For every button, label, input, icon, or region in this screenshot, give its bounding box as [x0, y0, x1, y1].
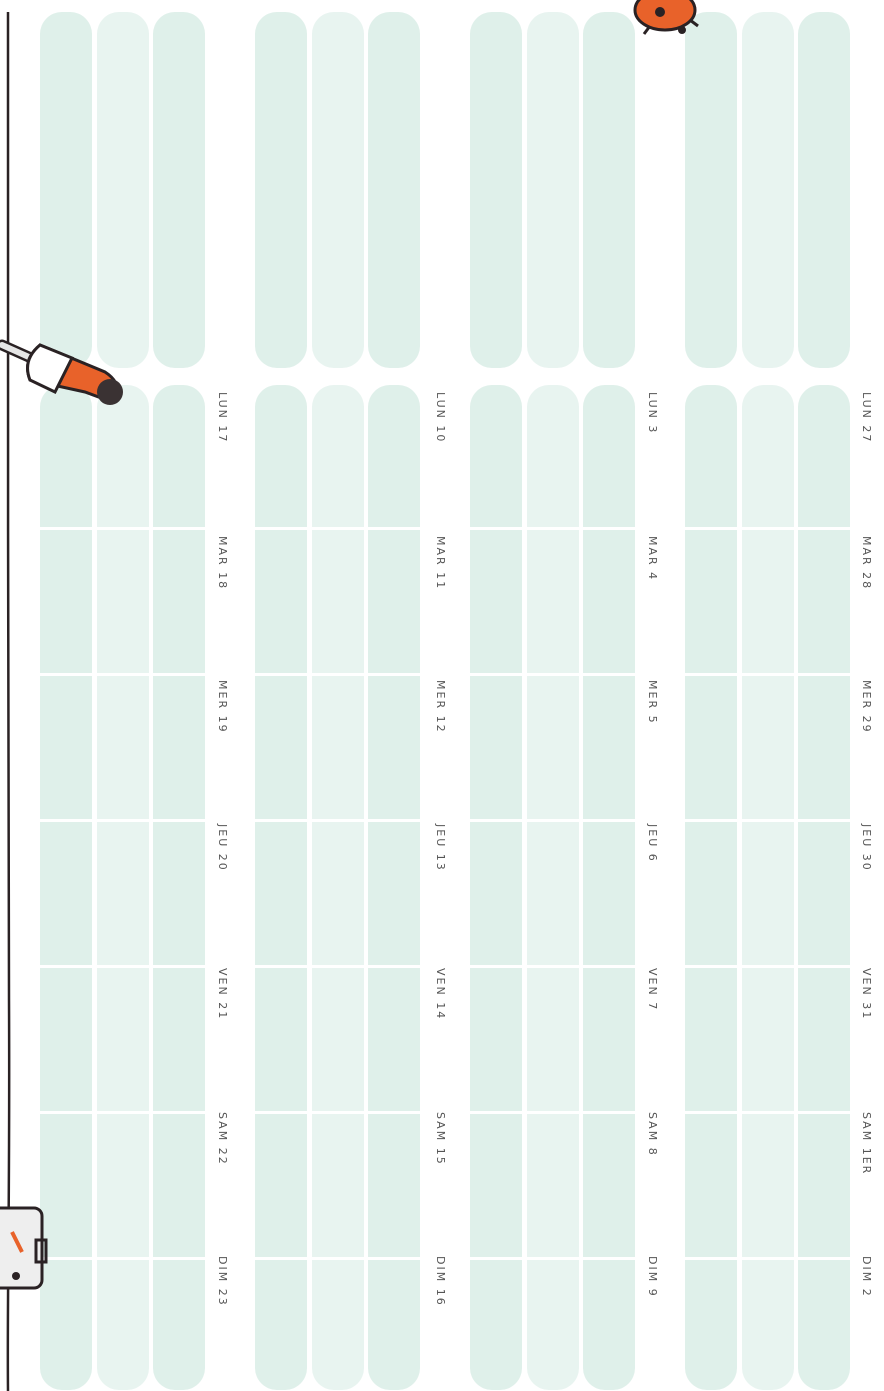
row-gap [466, 1257, 641, 1260]
row-gap [466, 819, 641, 822]
day-label: DIM 23 [216, 1256, 229, 1307]
day-strip [798, 385, 850, 1390]
header-strip [97, 12, 149, 368]
day-label: MER 12 [434, 680, 447, 734]
row-gap [681, 673, 856, 676]
day-label: LUN 17 [216, 392, 229, 443]
day-strip [742, 385, 794, 1390]
row-gap [251, 965, 426, 968]
day-label: DIM 9 [646, 1256, 659, 1298]
day-label: DIM 2 [860, 1256, 873, 1298]
row-gap [36, 819, 211, 822]
day-strip [583, 385, 635, 1390]
day-strip [97, 385, 149, 1390]
header-strip [368, 12, 420, 368]
day-label: MER 5 [646, 680, 659, 725]
day-label: JEU 30 [860, 823, 873, 872]
day-strip [255, 385, 307, 1390]
header-strip [255, 12, 307, 368]
day-label: SAM 1ER [860, 1112, 873, 1175]
day-strip [312, 385, 364, 1390]
day-label: MAR 18 [216, 536, 229, 590]
planner-page: LUN 17 MAR 18 MER 19 JEU 20 VEN 21 SAM 22 DIM … [0, 0, 884, 1391]
day-label: DIM 16 [434, 1256, 447, 1307]
row-gap [36, 527, 211, 530]
day-label: VEN 14 [434, 968, 447, 1020]
row-gap [36, 965, 211, 968]
header-strip [685, 12, 737, 368]
row-gap [681, 965, 856, 968]
row-gap [251, 1257, 426, 1260]
day-strip [153, 385, 205, 1390]
header-strip [153, 12, 205, 368]
day-label: MAR 11 [434, 536, 447, 590]
day-label: VEN 31 [860, 968, 873, 1020]
header-strip [798, 12, 850, 368]
day-label: LUN 27 [860, 392, 873, 443]
day-label: LUN 10 [434, 392, 447, 443]
header-strip [470, 12, 522, 368]
day-strip [470, 385, 522, 1390]
row-gap [251, 673, 426, 676]
header-strip [40, 12, 92, 368]
day-label: MAR 28 [860, 536, 873, 590]
row-gap [466, 965, 641, 968]
suitcase-icon [0, 1208, 46, 1288]
row-gap [466, 1111, 641, 1114]
row-gap [681, 527, 856, 530]
header-strip [583, 12, 635, 368]
row-gap [251, 1111, 426, 1114]
day-strip [40, 385, 92, 1390]
header-strip [742, 12, 794, 368]
header-strip [527, 12, 579, 368]
day-label: MAR 4 [646, 536, 659, 581]
day-label: JEU 6 [646, 823, 659, 863]
margin-line [8, 12, 9, 1391]
day-label: SAM 22 [216, 1112, 229, 1166]
day-label: SAM 15 [434, 1112, 447, 1166]
day-label: MER 29 [860, 680, 873, 734]
row-gap [251, 819, 426, 822]
header-strip [312, 12, 364, 368]
day-strip [368, 385, 420, 1390]
day-strip [527, 385, 579, 1390]
row-gap [466, 527, 641, 530]
row-gap [681, 819, 856, 822]
day-label: JEU 20 [216, 823, 229, 872]
day-label: MER 19 [216, 680, 229, 734]
day-label: SAM 8 [646, 1112, 659, 1157]
row-gap [681, 1257, 856, 1260]
row-gap [36, 673, 211, 676]
day-label: JEU 13 [434, 823, 447, 872]
row-gap [466, 673, 641, 676]
row-gap [681, 1111, 856, 1114]
day-label: VEN 7 [646, 968, 659, 1011]
day-label: LUN 3 [646, 392, 659, 434]
day-label: VEN 21 [216, 968, 229, 1020]
day-strip [685, 385, 737, 1390]
row-gap [36, 1111, 211, 1114]
row-gap [36, 1257, 211, 1260]
row-gap [251, 527, 426, 530]
